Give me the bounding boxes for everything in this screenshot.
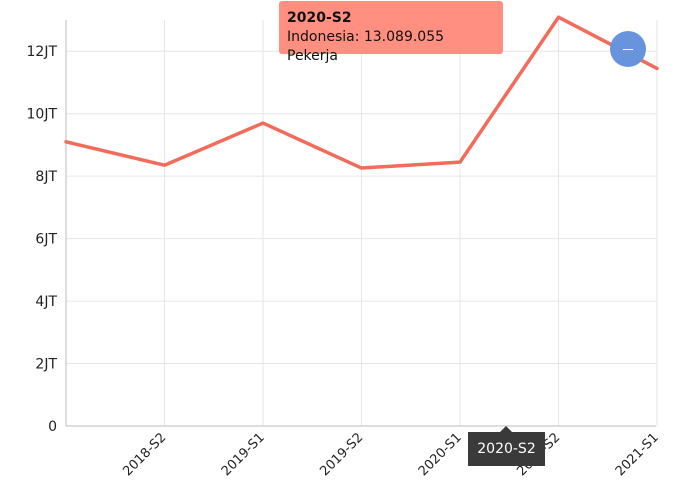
zoom-out-button[interactable] xyxy=(610,31,646,67)
data-point xyxy=(361,167,362,169)
y-tick-label: 2JT xyxy=(35,357,57,373)
x-tick-label: 2019-S2 xyxy=(317,430,366,479)
y-tick-label: 8JT xyxy=(35,169,57,185)
axes xyxy=(65,20,656,427)
x-tick-label: 2018-S2 xyxy=(120,430,169,479)
y-tick-label: 0 xyxy=(48,419,57,435)
y-tick-label: 10JT xyxy=(27,107,58,123)
minus-icon xyxy=(623,48,633,50)
axis-tooltip-label: 2020-S2 xyxy=(477,441,536,457)
grid xyxy=(66,20,658,426)
x-tick-label: 2020-S1 xyxy=(416,430,465,479)
data-tooltip: 2020-S2 Indonesia: 13.089.055 Pekerja xyxy=(279,1,503,64)
series xyxy=(64,15,659,170)
data-point xyxy=(262,122,264,124)
data-point xyxy=(459,161,461,163)
tooltip-title: 2020-S2 xyxy=(287,10,352,26)
data-point xyxy=(558,16,559,18)
x-tick-label: 2019-S1 xyxy=(219,430,268,479)
y-tick-label: 4JT xyxy=(35,294,57,310)
tooltip-text: Indonesia: 13.089.055 Pekerja xyxy=(287,29,445,64)
data-point xyxy=(164,164,165,166)
data-point xyxy=(65,141,67,143)
data-point xyxy=(656,67,658,69)
y-tick-label: 12JT xyxy=(27,44,58,60)
x-tick-label: 2021-S1 xyxy=(613,430,662,479)
y-tick-label: 6JT xyxy=(35,232,57,248)
tick-labels: 0 2JT 4JT 6JT 8JT 10JT 12JT 2018-S2 2019-S1 2019-… xyxy=(27,44,662,479)
axis-tooltip: 2020-S2 xyxy=(468,426,545,466)
